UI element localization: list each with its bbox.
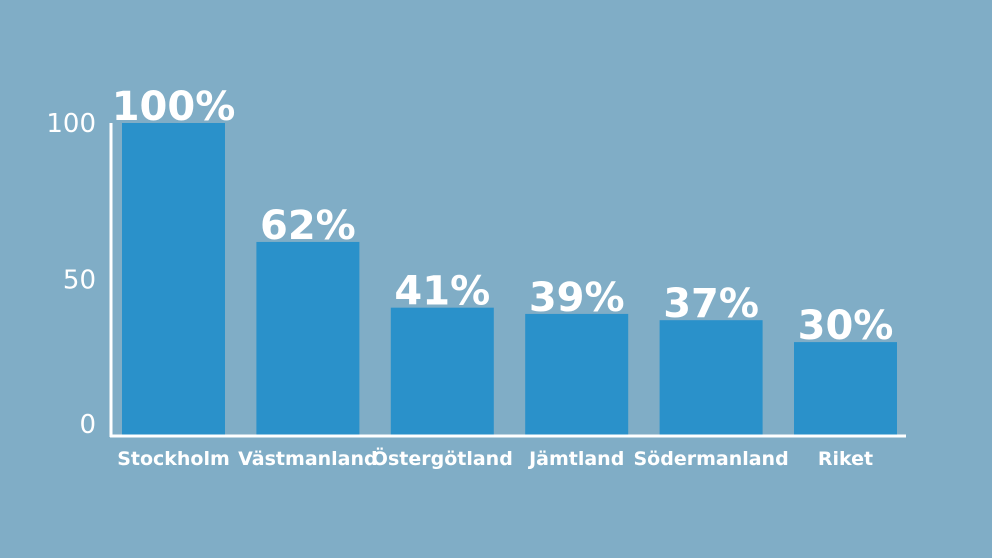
y-tick-label: 100 xyxy=(46,109,96,139)
x-tick-label: Södermanland xyxy=(633,448,788,470)
bar xyxy=(122,123,225,436)
data-label: 62% xyxy=(260,203,356,249)
y-tick-label: 0 xyxy=(79,410,96,440)
bar xyxy=(256,241,360,436)
data-label: 30% xyxy=(798,303,894,349)
y-tick-labels-group: 0 50 100 xyxy=(46,109,96,440)
data-labels-group: 100% 62% 41% 39% 37% 30% xyxy=(112,84,894,349)
x-tick-label: Stockholm xyxy=(117,448,230,470)
x-tick-label: Östergötland xyxy=(372,446,513,470)
bars-group xyxy=(122,123,897,436)
bar xyxy=(390,307,494,436)
x-tick-label: Västmanland xyxy=(238,448,378,470)
axes-group xyxy=(109,123,906,438)
bar xyxy=(525,313,629,436)
data-label: 37% xyxy=(663,281,759,327)
data-label: 41% xyxy=(394,269,490,315)
data-label: 39% xyxy=(529,275,625,321)
y-tick-label: 50 xyxy=(63,266,96,296)
x-tick-label: Jämtland xyxy=(527,448,624,470)
x-tick-label: Riket xyxy=(818,448,873,470)
bar xyxy=(794,342,897,436)
bar xyxy=(659,320,763,436)
data-label: 100% xyxy=(112,84,236,130)
